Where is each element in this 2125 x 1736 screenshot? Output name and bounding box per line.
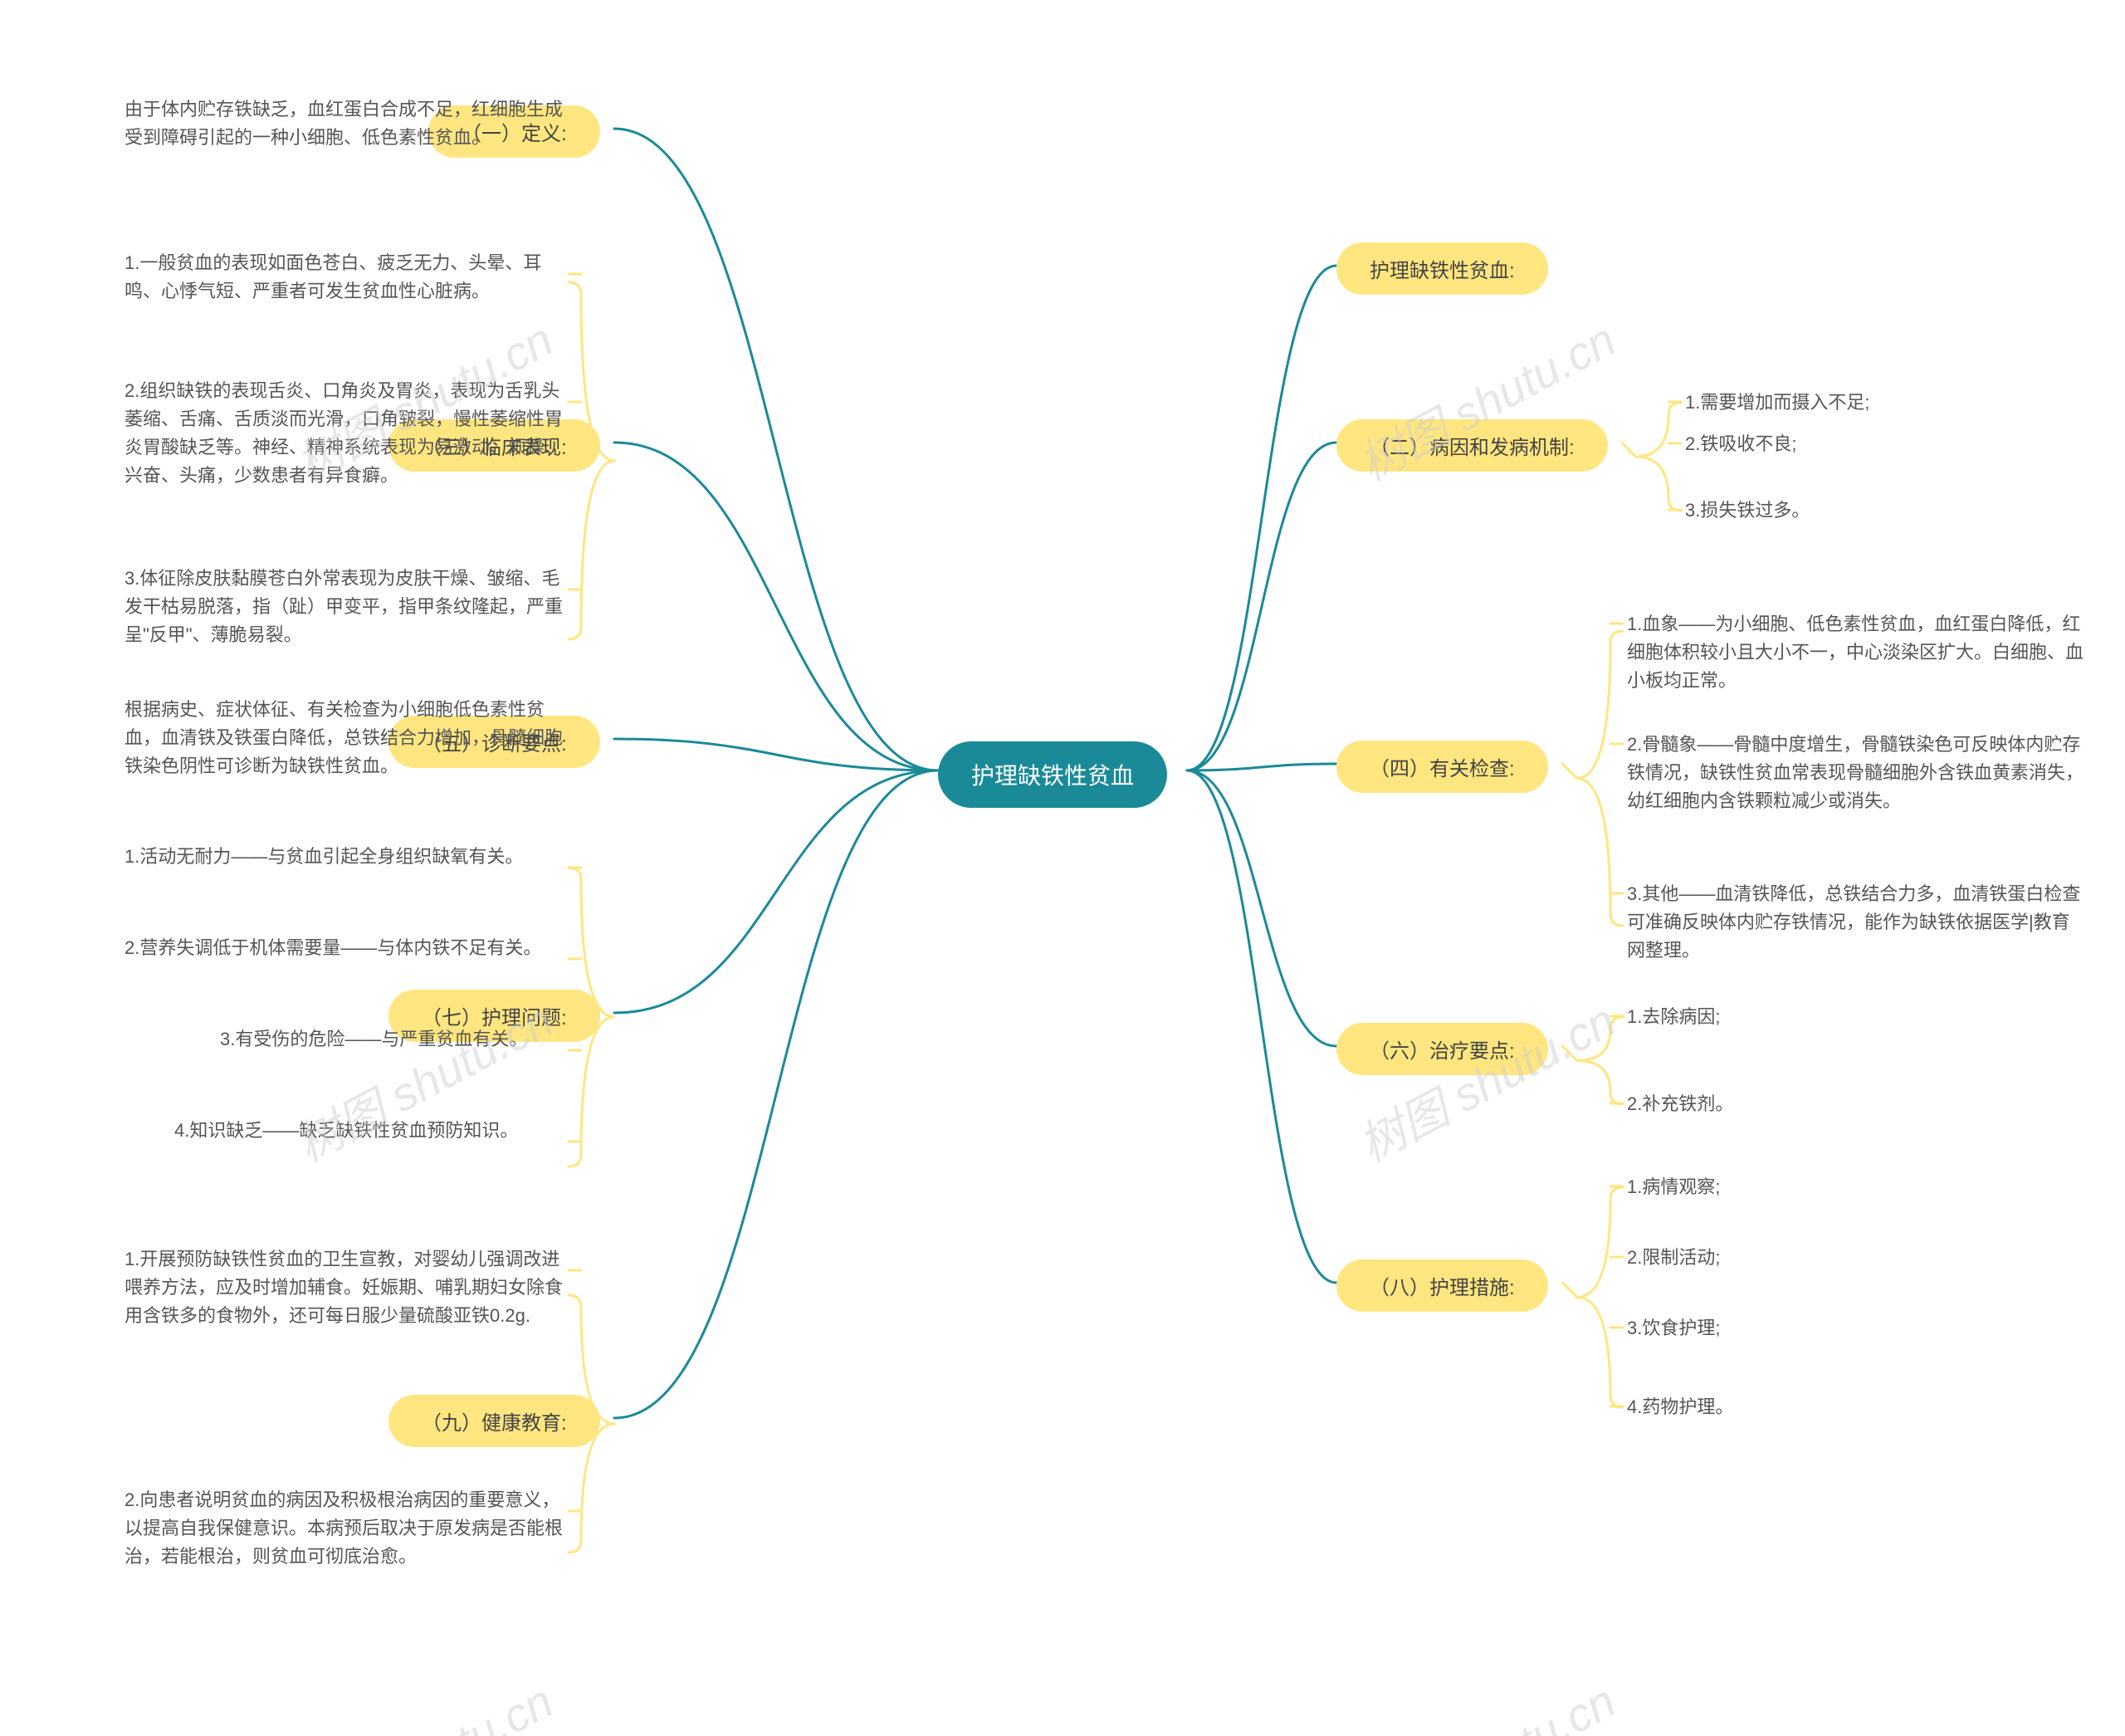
leaf-b3-2: 3.体征除皮肤黏膜苍白外常表现为皮肤干燥、皱缩、毛发干枯易脱落，指（趾）甲变平，…: [125, 565, 573, 649]
leaf-b7-2: 3.有受伤的危险——与严重贫血有关。: [220, 1025, 602, 1054]
leaf-b3-1: 2.组织缺铁的表现舌炎、口角炎及胃炎，表现为舌乳头萎缩、舌痛、舌质淡而光滑，口角…: [125, 377, 573, 490]
leaf-b8-3: 4.药物护理。: [1627, 1393, 1976, 1421]
leaf-b3-0: 1.一般贫血的表现如面色苍白、疲乏无力、头晕、耳鸣、心悸气短、严重者可发生贫血性…: [125, 249, 573, 306]
branch-b2-label: （二）病因和发病机制:: [1336, 419, 1608, 472]
leaf-b7-1: 2.营养失调低于机体需要量——与体内铁不足有关。: [125, 934, 573, 962]
leaf-b2-2: 3.损失铁过多。: [1685, 496, 2034, 525]
leaf-b7-0: 1.活动无耐力——与贫血引起全身组织缺氧有关。: [125, 843, 573, 871]
watermark: 树图 shutu.cn: [283, 1665, 564, 1736]
leaf-b7-3: 4.知识缺乏——缺乏缺铁性贫血预防知识。: [174, 1117, 623, 1145]
branch-b_title: 护理缺铁性贫血:: [1336, 242, 1548, 295]
branch-b6-label: （六）治疗要点:: [1336, 1023, 1548, 1075]
leaf-b9-0: 1.开展预防缺铁性贫血的卫生宣教，对婴幼儿强调改进喂养方法，应及时增加辅食。妊娠…: [125, 1245, 573, 1330]
leaf-b4-1: 2.骨髓象——骨髓中度增生，骨髓铁染色可反映体内贮存铁情况，缺铁性贫血常表现骨髓…: [1627, 731, 2083, 815]
watermark: 树图 shutu.cn: [1346, 1665, 1626, 1736]
branch-b8: （八）护理措施:: [1336, 1259, 1548, 1312]
branch-b4: （四）有关检查:: [1336, 741, 1548, 793]
leaf-b1-0: 由于体内贮存铁缺乏，血红蛋白合成不足，红细胞生成受到障碍引起的一种小细胞、低色素…: [125, 95, 573, 152]
root-label: 护理缺铁性贫血: [938, 741, 1167, 808]
leaf-b2-0: 1.需要增加而摄入不足;: [1685, 389, 2034, 417]
leaf-b8-2: 3.饮食护理;: [1627, 1314, 1976, 1342]
leaf-b6-1: 2.补充铁剂。: [1627, 1090, 1976, 1118]
branch-b9: （九）健康教育:: [388, 1395, 600, 1447]
leaf-b8-0: 1.病情观察;: [1627, 1173, 1976, 1201]
branch-b6: （六）治疗要点:: [1336, 1023, 1548, 1075]
branch-b8-label: （八）护理措施:: [1336, 1259, 1548, 1312]
leaf-b4-0: 1.血象——为小细胞、低色素性贫血，血红蛋白降低，红细胞体积较小且大小不一，中心…: [1627, 610, 2083, 695]
leaf-b4-2: 3.其他——血清铁降低，总铁结合力多，血清铁蛋白检查可准确反映体内贮存铁情况，能…: [1627, 880, 2083, 965]
branch-b9-label: （九）健康教育:: [388, 1395, 600, 1447]
branch-b2: （二）病因和发病机制:: [1336, 419, 1608, 472]
leaf-b8-1: 2.限制活动;: [1627, 1244, 1976, 1272]
leaf-b9-1: 2.向患者说明贫血的病因及积极根治病因的重要意义，以提高自我保健意识。本病预后取…: [125, 1486, 573, 1571]
leaf-b6-0: 1.去除病因;: [1627, 1003, 1976, 1031]
mindmap-root: 护理缺铁性贫血: [938, 741, 1167, 808]
leaf-b2-1: 2.铁吸收不良;: [1685, 430, 2034, 458]
branch-b4-label: （四）有关检查:: [1336, 741, 1548, 793]
branch-b_title-label: 护理缺铁性贫血:: [1336, 242, 1548, 295]
leaf-b5-0: 根据病史、症状体征、有关检查为小细胞低色素性贫血，血清铁及铁蛋白降低，总铁结合力…: [125, 696, 573, 780]
watermark: 树图 shutu.cn: [1346, 984, 1626, 1176]
